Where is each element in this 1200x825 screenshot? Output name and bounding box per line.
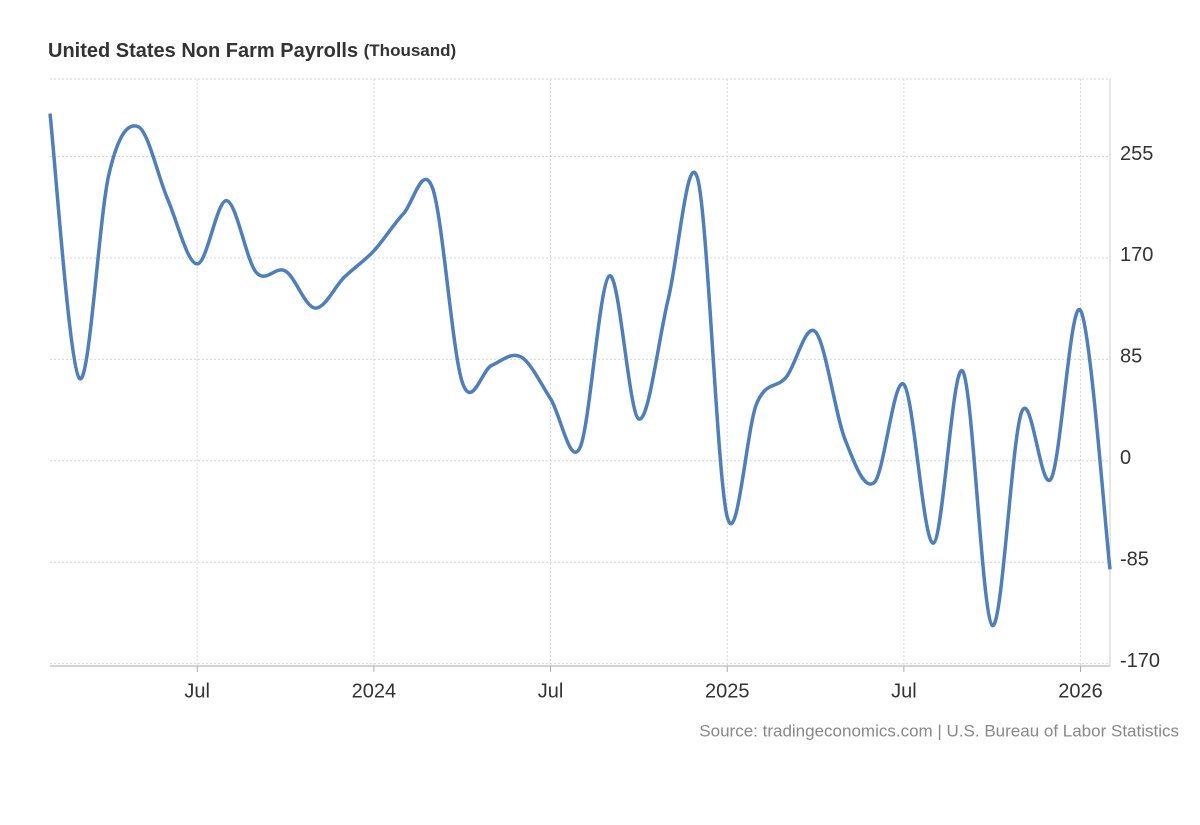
y-tick-label: 0 <box>1120 447 1131 469</box>
x-tick-label: 2024 <box>352 680 397 702</box>
unit: (Thousand) <box>364 41 457 60</box>
x-tick-label: 2026 <box>1058 680 1103 702</box>
title: United States Non Farm Payrolls <box>48 40 358 62</box>
y-tick-label: 170 <box>1120 244 1153 266</box>
x-tick-label: Jul <box>538 680 564 702</box>
source: Source: tradingeconomics.com | U.S. Bure… <box>699 721 1179 740</box>
x-tick-label: Jul <box>184 680 210 702</box>
y-tick-label: 85 <box>1120 346 1142 368</box>
y-tick-label: -170 <box>1120 650 1160 672</box>
y-tick-label: 255 <box>1120 143 1153 165</box>
x-tick-label: 2025 <box>705 680 750 702</box>
y-tick-label: -85 <box>1120 548 1149 570</box>
x-tick-label: Jul <box>891 680 917 702</box>
series-line <box>48 113 1112 628</box>
chart-title: United States Non Farm Payrolls (Thousan… <box>48 40 456 62</box>
